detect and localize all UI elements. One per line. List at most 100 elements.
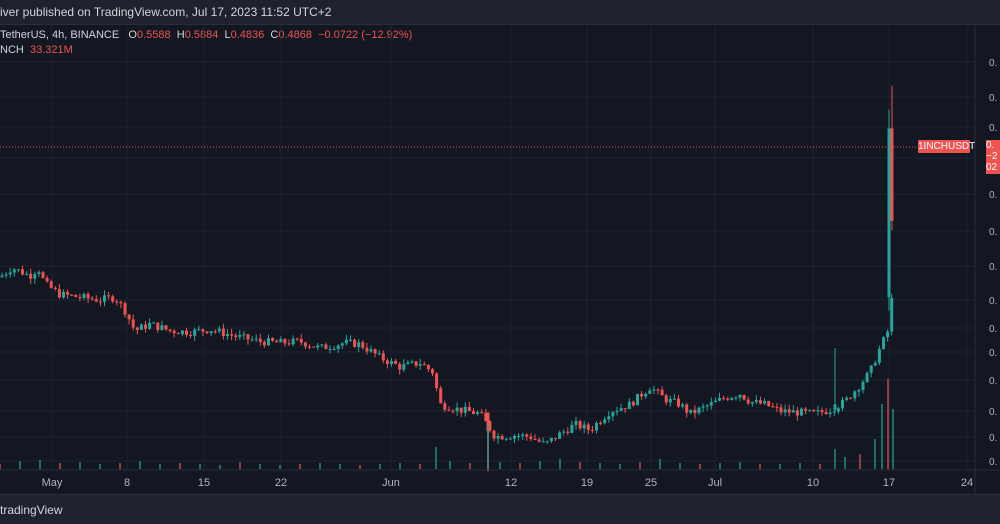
x-tick-label: 22 <box>275 477 287 489</box>
publish-info: iver published on TradingView.com, Jul 1… <box>0 5 332 19</box>
candle-body <box>558 432 562 439</box>
candle-body <box>217 328 221 332</box>
candle-body <box>636 393 639 406</box>
candle-body <box>816 410 820 412</box>
candle-body <box>201 329 205 332</box>
candle-body <box>361 342 365 348</box>
candle-body <box>365 347 369 352</box>
volume-bar <box>499 462 501 469</box>
volume-bar <box>39 460 41 469</box>
candle-body <box>869 365 873 373</box>
candle-body <box>566 431 570 433</box>
volume-bar <box>559 459 561 469</box>
candle-body <box>857 389 861 392</box>
candle-body <box>828 412 832 415</box>
x-tick-label: 15 <box>198 477 210 489</box>
candle-body <box>246 334 250 340</box>
candle-body <box>787 409 791 413</box>
candle-body <box>447 409 451 411</box>
candle-body <box>726 398 730 400</box>
candle-body <box>668 398 672 403</box>
candle-body <box>808 409 812 411</box>
candlestick-chart[interactable]: May 8 15 22 Jun 12 19 25 Jul 10 17 240.0.0.0.0.0.0.… <box>0 0 1000 494</box>
candle-body <box>887 128 891 298</box>
candle-body <box>467 406 471 412</box>
ohlc-legend: TetherUS, 4h, BINANCE O0.5588 H0.5884 L0… <box>0 29 412 41</box>
candle-body <box>443 403 447 410</box>
candle-body <box>283 339 287 344</box>
volume-bar <box>379 464 381 469</box>
candle-body <box>172 330 176 334</box>
candle-body <box>627 401 631 409</box>
candle-body <box>562 431 566 433</box>
candle-body <box>16 269 20 271</box>
candle-body <box>779 407 783 413</box>
open-label: O <box>128 29 137 41</box>
publish-header: iver published on TradingView.com, Jul 1… <box>0 0 1000 25</box>
candle-body <box>631 401 635 406</box>
candle-body <box>476 412 480 415</box>
candle-body <box>250 339 254 341</box>
candle-body <box>537 439 541 442</box>
candle-body <box>381 353 385 361</box>
volume-bar <box>859 454 861 469</box>
candle-body <box>144 324 147 329</box>
candle-body <box>705 405 709 407</box>
open-value: 0.5588 <box>136 29 171 41</box>
volume-legend: NCH 33.321M <box>0 44 73 56</box>
volume-bar <box>399 463 401 469</box>
x-tick-label: 19 <box>581 477 593 489</box>
low-label: L <box>224 29 231 41</box>
volume-bar <box>59 463 61 469</box>
candle-body <box>139 324 143 330</box>
candle-body <box>303 342 307 347</box>
candle-body <box>242 334 246 336</box>
volume-bar <box>339 464 341 469</box>
tradingview-brand: tradingView <box>0 503 63 517</box>
candle-body <box>689 409 693 413</box>
candle-body <box>49 281 53 288</box>
symbol-info: TetherUS, 4h, BINANCE <box>0 29 120 41</box>
candle-body <box>541 441 545 443</box>
candle-body <box>275 340 279 343</box>
candle-body <box>234 335 238 337</box>
candle-body <box>205 331 209 334</box>
volume-bar <box>874 439 876 469</box>
candle-body <box>849 397 853 399</box>
candle-body <box>94 299 98 302</box>
candle-body <box>295 338 299 340</box>
x-tick-label: 25 <box>645 477 657 489</box>
candle-body <box>402 364 406 370</box>
volume-bar <box>719 463 721 469</box>
candle-body <box>886 331 890 338</box>
candle-body <box>521 434 525 436</box>
candle-body <box>882 337 885 349</box>
candle-body <box>517 435 521 437</box>
candle-body <box>385 360 389 364</box>
candle-body <box>775 406 779 408</box>
candle-body <box>619 408 623 411</box>
candle-body <box>422 364 426 366</box>
candle-body <box>33 273 37 279</box>
candle-body <box>832 411 836 413</box>
volume-bar <box>739 462 741 469</box>
candle-body <box>709 402 713 406</box>
y-tick-label: 0. <box>989 324 997 335</box>
candle-body <box>472 411 475 415</box>
close-value: 0.4868 <box>278 29 312 41</box>
candle-body <box>455 407 459 412</box>
candle-body <box>45 277 49 282</box>
volume-bar <box>539 461 541 469</box>
candle-body <box>734 397 738 399</box>
candle-body <box>312 346 316 348</box>
candle-body <box>426 365 430 370</box>
high-label: H <box>176 29 185 41</box>
last-price-line2: −2 <box>986 151 998 162</box>
candle-body <box>111 296 115 302</box>
candle-body <box>390 360 393 364</box>
candle-body <box>824 412 828 415</box>
volume-bar <box>359 465 361 469</box>
candle-body <box>500 436 504 440</box>
candle-body <box>486 412 490 432</box>
candle-body <box>254 338 258 340</box>
